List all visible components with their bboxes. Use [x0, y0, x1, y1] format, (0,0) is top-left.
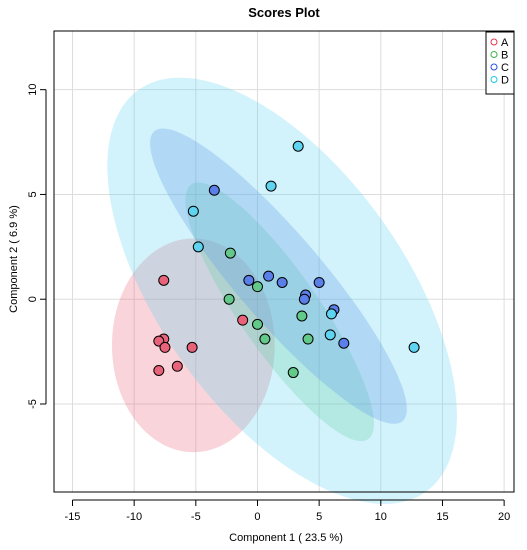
- y-tick-label: -5: [27, 399, 39, 409]
- legend-box: [485, 31, 515, 95]
- y-tick-label: 0: [27, 296, 39, 302]
- x-tick-label: -10: [126, 511, 142, 523]
- legend-marker-C: [490, 63, 498, 71]
- y-axis-label: Component 2 ( 6.9 %): [8, 205, 20, 313]
- point-B: [287, 367, 299, 379]
- point-B: [296, 310, 308, 322]
- point-B: [251, 318, 263, 330]
- point-C: [338, 337, 350, 349]
- legend-marker-B: [490, 51, 498, 58]
- legend-label-A: A: [501, 37, 509, 49]
- ellipse-B: [185, 182, 374, 442]
- x-axis: -15 -10 -5 0 5 10 15 20: [65, 499, 510, 523]
- x-tick-label: 20: [498, 511, 510, 523]
- score-points: [153, 140, 420, 379]
- point-D: [408, 341, 420, 353]
- point-A: [153, 364, 165, 376]
- confidence-ellipses: [107, 77, 458, 504]
- point-C: [313, 276, 325, 288]
- x-tick-label: 10: [375, 511, 387, 523]
- x-tick-label: 0: [254, 511, 260, 523]
- legend-marker-D: [490, 76, 498, 83]
- point-C: [298, 293, 310, 305]
- point-A: [159, 341, 171, 353]
- point-D: [325, 308, 337, 320]
- point-C: [276, 276, 288, 288]
- point-A: [158, 274, 170, 286]
- grid: [54, 31, 514, 492]
- point-C: [243, 274, 255, 286]
- x-tick-label: -5: [191, 511, 201, 523]
- point-B: [259, 333, 271, 345]
- point-D: [292, 140, 304, 152]
- point-B: [224, 247, 236, 259]
- chart-title: Scores Plot: [248, 5, 320, 20]
- ellipse-D: [107, 77, 458, 504]
- y-tick-label: 5: [27, 191, 39, 197]
- y-axis: -5 0 5 10: [27, 84, 47, 409]
- point-D: [265, 180, 277, 192]
- point-D: [324, 329, 336, 341]
- point-C: [263, 270, 275, 282]
- point-B: [302, 333, 314, 345]
- x-tick-label: -15: [65, 511, 81, 523]
- x-axis-label: Component 1 ( 23.5 %): [229, 532, 343, 544]
- point-A: [171, 360, 183, 372]
- point-D: [187, 205, 199, 217]
- y-tick-label: 10: [27, 84, 39, 96]
- legend-marker-A: [490, 38, 498, 46]
- x-tick-label: 5: [316, 511, 322, 523]
- point-B: [251, 281, 263, 293]
- legend-label-C: C: [501, 62, 509, 74]
- legend-label-D: D: [501, 75, 509, 87]
- point-A: [186, 341, 198, 353]
- ellipse-C: [150, 128, 407, 424]
- x-tick-label: 15: [436, 511, 448, 523]
- point-A: [237, 314, 249, 326]
- plot-frame: [53, 30, 515, 493]
- legend-label-B: B: [501, 50, 508, 62]
- point-D: [192, 241, 204, 253]
- point-C: [208, 184, 220, 196]
- point-B: [223, 293, 235, 305]
